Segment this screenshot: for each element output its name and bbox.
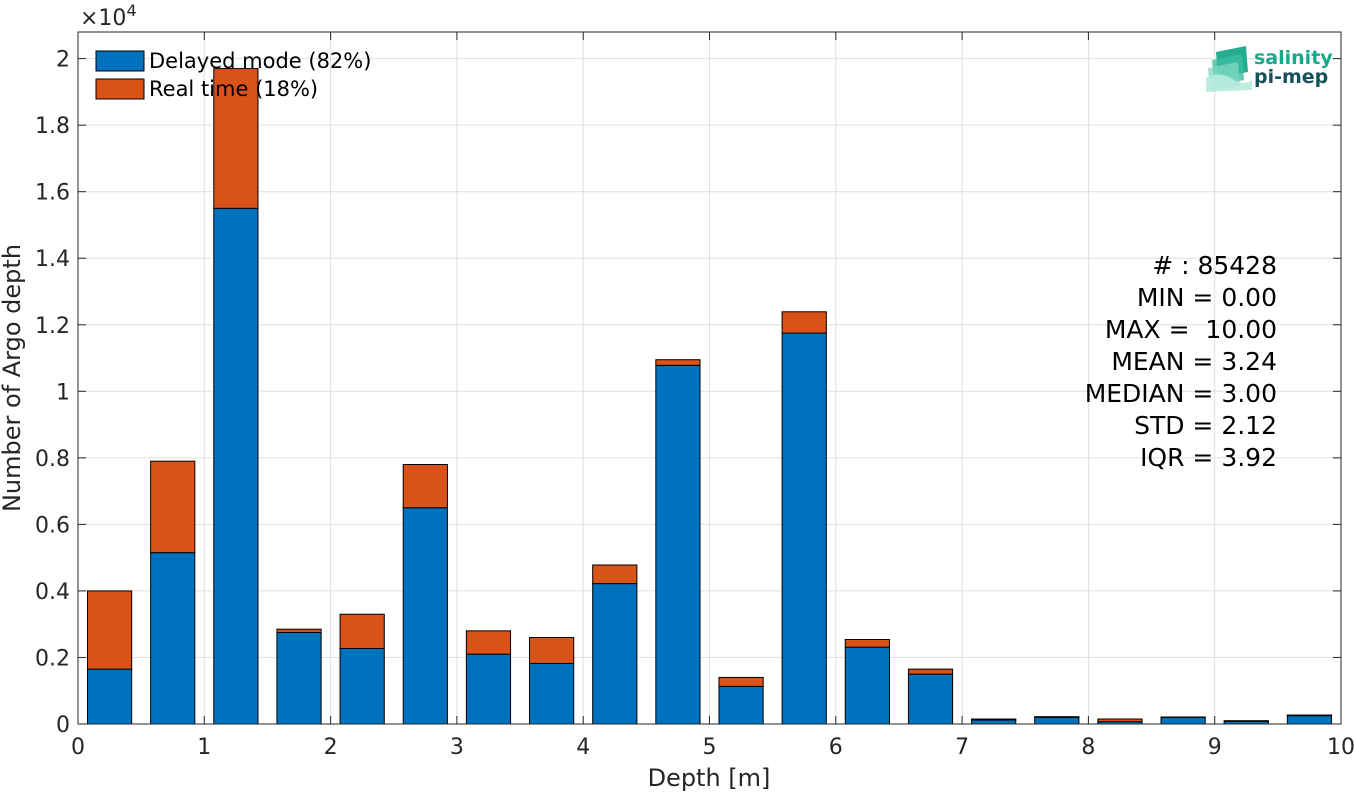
- grid: [78, 32, 1341, 724]
- bar-real-time: [781, 311, 827, 334]
- bar-real-time: [655, 359, 701, 366]
- x-tick-label: 7: [955, 735, 969, 760]
- bar-real-time: [402, 464, 448, 509]
- legend: Delayed mode (82%) Real time (18%): [95, 49, 371, 101]
- stat-min: MIN = 0.00: [1137, 283, 1277, 312]
- bar-delayed-mode: [1160, 716, 1206, 725]
- legend-label-realtime: Real time (18%): [149, 77, 318, 101]
- bar-real-time: [1097, 718, 1143, 723]
- y-tick-label: 0.8: [35, 447, 70, 472]
- bar-real-time: [1286, 714, 1333, 717]
- bar-real-time: [907, 668, 954, 675]
- x-tick-label: 8: [1081, 735, 1095, 760]
- bar-delayed-mode: [844, 646, 890, 725]
- bar-real-time: [86, 590, 133, 670]
- y-tick-label: 1.2: [35, 314, 70, 339]
- bar-delayed-mode: [1034, 716, 1080, 725]
- bar-delayed-mode: [1286, 715, 1333, 725]
- y-tick-label: 0.2: [35, 646, 70, 671]
- bar-real-time: [150, 460, 196, 554]
- bar-real-time: [529, 637, 575, 664]
- bar-delayed-mode: [150, 552, 196, 725]
- wave-icon: [1206, 46, 1252, 92]
- salinity-pimep-logo: salinity pi-mep: [1206, 46, 1333, 92]
- y-tick-label: 0.6: [35, 513, 70, 538]
- stat-median: MEDIAN = 3.00: [1085, 379, 1277, 408]
- logo-text-pimep: pi-mep: [1254, 66, 1328, 88]
- bar-real-time: [971, 718, 1017, 721]
- bar-real-time: [339, 613, 385, 649]
- y-tick-label: 1.8: [35, 114, 70, 139]
- bar-delayed-mode: [907, 673, 954, 725]
- legend-swatch-delayed: [95, 50, 145, 72]
- bar-delayed-mode: [971, 719, 1017, 725]
- bar-delayed-mode: [276, 632, 322, 725]
- x-tick-label: 6: [829, 735, 843, 760]
- bar-real-time: [844, 638, 890, 648]
- bar-delayed-mode: [213, 207, 259, 725]
- bar-real-time: [718, 676, 764, 687]
- y-tick-label: 2: [56, 48, 70, 73]
- legend-label-delayed: Delayed mode (82%): [149, 49, 371, 73]
- bar-real-time: [1223, 720, 1269, 722]
- x-tick-label: 0: [71, 735, 85, 760]
- logo-text-salinity: salinity: [1254, 47, 1333, 69]
- legend-swatch-realtime: [95, 78, 145, 100]
- x-tick-label: 9: [1208, 735, 1222, 760]
- bar-delayed-mode: [402, 507, 448, 725]
- bar-delayed-mode: [655, 364, 701, 725]
- bar-real-time: [465, 630, 512, 655]
- bar-delayed-mode: [529, 662, 575, 725]
- bar-real-time: [276, 628, 322, 634]
- x-tick-label: 3: [450, 735, 464, 760]
- x-tick-label: 5: [703, 735, 717, 760]
- y-tick-label: 1.6: [35, 181, 70, 206]
- bar-delayed-mode: [592, 583, 638, 725]
- y-tick-label: 0.4: [35, 580, 70, 605]
- y-tick-label: 0: [56, 713, 70, 738]
- x-tick-label: 4: [576, 735, 590, 760]
- stat-max: MAX = 10.00: [1105, 315, 1277, 344]
- x-tick-label: 1: [197, 735, 211, 760]
- stat-count: # : 85428: [1152, 251, 1277, 280]
- bar-delayed-mode: [465, 653, 512, 725]
- y-tick-label: 1.4: [35, 247, 70, 272]
- bar-real-time: [213, 68, 259, 209]
- y-exponent-label: ×104: [80, 1, 137, 31]
- ticks: [77, 32, 1342, 725]
- bar-delayed-mode: [339, 647, 385, 725]
- bar-delayed-mode: [86, 668, 133, 725]
- bar-real-time: [592, 564, 638, 585]
- y-tick-labels: 0 0.2 0.4 0.6 0.8 1 1.2 1.4 1.6 1.8 2: [35, 48, 70, 738]
- x-tick-label: 10: [1327, 735, 1355, 760]
- stats-box: # : 85428 MIN = 0.00 MAX = 10.00 MEAN = …: [1085, 251, 1277, 472]
- stat-std: STD = 2.12: [1134, 411, 1277, 440]
- bar-real-time: [1034, 716, 1080, 718]
- bar-delayed-mode: [781, 332, 827, 725]
- x-axis-title: Depth [m]: [648, 764, 771, 792]
- y-axis-title: Number of Argo depth: [0, 244, 26, 512]
- x-tick-label: 2: [324, 735, 338, 760]
- stat-iqr: IQR = 3.92: [1140, 443, 1277, 472]
- bar-delayed-mode: [718, 685, 764, 725]
- x-tick-labels: 0 1 2 3 4 5 6 7 8 9 10: [71, 735, 1355, 760]
- y-tick-label: 1: [56, 380, 70, 405]
- stat-mean: MEAN = 3.24: [1111, 347, 1277, 376]
